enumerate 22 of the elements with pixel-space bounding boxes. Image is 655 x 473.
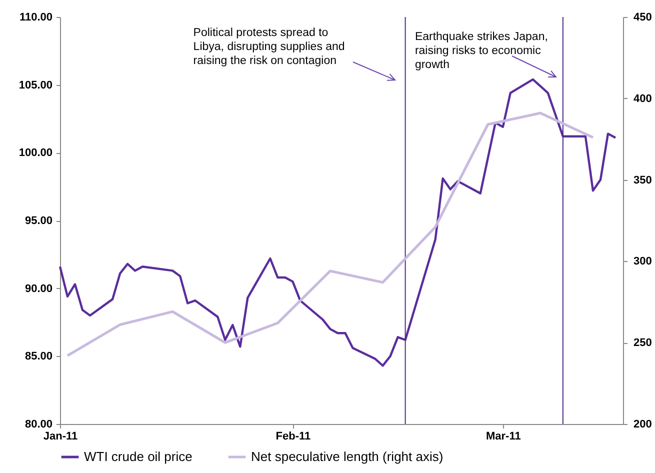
y2-tick-label: 350 <box>634 174 652 186</box>
y-tick-label: 95.00 <box>24 215 52 227</box>
y-tick-label: 90.00 <box>24 282 52 295</box>
x-tick-label: Mar-11 <box>486 430 521 442</box>
y2-tick-label: 200 <box>634 418 652 430</box>
x-tick-label: Feb-11 <box>276 430 311 442</box>
y2-tick-label: 450 <box>634 12 652 24</box>
x-tick-label: Jan-11 <box>43 430 78 442</box>
y-tick-label: 80.00 <box>24 418 52 430</box>
legend-label: WTI crude oil price <box>84 449 192 464</box>
annotation: Political protests spread to Libya, disrupting supplies and raising the risk on contagion <box>193 27 345 67</box>
y2-tick-label: 400 <box>634 92 652 105</box>
line-series <box>66 112 594 357</box>
line-series <box>58 78 617 367</box>
y2-tick-label: 250 <box>634 337 652 350</box>
y-tick-label: 85.00 <box>24 350 52 363</box>
annotation: Earthquake strikes Japan, raising risks to economic growth <box>414 31 548 71</box>
y2-tick-label: 300 <box>634 256 652 268</box>
y-tick-label: 100.00 <box>18 147 52 160</box>
y-tick-label: 110.00 <box>19 12 52 24</box>
legend-label: Net speculative length (right axis) <box>251 449 444 464</box>
y-tick-label: 105.00 <box>18 79 52 92</box>
